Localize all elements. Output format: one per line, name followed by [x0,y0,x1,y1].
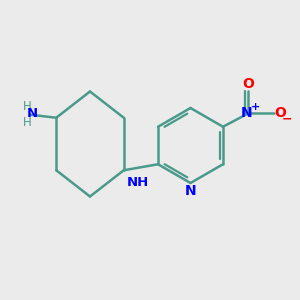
Text: O: O [274,106,286,120]
Text: NH: NH [127,176,149,189]
Text: H: H [23,116,32,129]
Text: N: N [185,184,196,198]
Text: N: N [27,107,38,120]
Text: −: − [281,113,292,126]
Text: O: O [242,77,254,91]
Text: H: H [23,100,32,113]
Text: +: + [250,102,260,112]
Text: N: N [241,106,253,120]
